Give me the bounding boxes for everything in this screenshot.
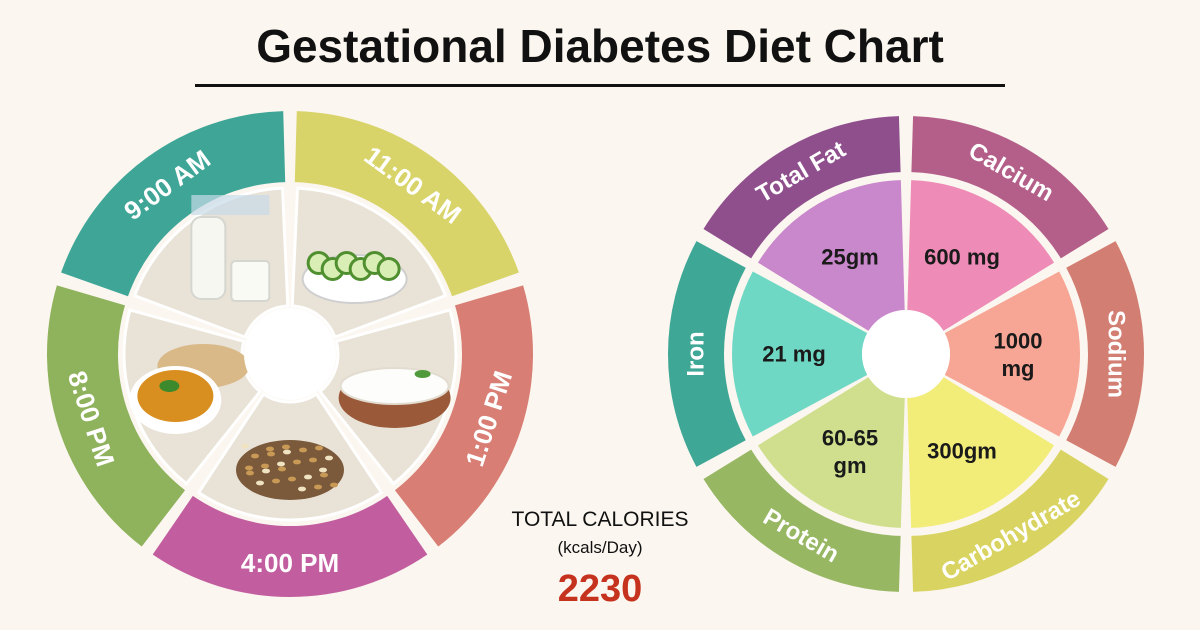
total-calories-label: TOTAL CALORIES [511, 508, 689, 531]
nutrient-name-label: Iron [683, 331, 710, 376]
meal-time-segment [394, 285, 533, 547]
meal-time-segment [46, 285, 186, 547]
title-underline [195, 84, 1005, 87]
nutrient-ring-segment [1066, 241, 1144, 467]
page-title: Gestational Diabetes Diet Chart [256, 20, 944, 72]
nutrient-value-label: 1000 mg [994, 329, 1043, 382]
meal-time-wheel: 11:00 AM1:00 PM4:00 PM8:00 PM9:00 AM [46, 111, 533, 597]
yogurt-bowl-icon [317, 308, 458, 486]
nutrient-value-label: 21 mg [762, 342, 826, 367]
nutrient-value-label: 60-65 gm [822, 425, 878, 478]
calories-unit: (kcals/Day) [557, 538, 643, 557]
nutrient-ring-segment [703, 116, 901, 259]
meal-wheel-center [244, 308, 336, 400]
meal-time-segment [61, 111, 286, 297]
nutrient-ring-segment [911, 116, 1109, 259]
meal-time-label: 4:00 PM [241, 548, 339, 578]
nutrient-value-segment [907, 377, 1055, 528]
nutrient-value-segment [732, 271, 868, 437]
nutrient-value-label: 25gm [821, 245, 878, 270]
nutrient-wheel-center [862, 310, 950, 398]
milk-icon [132, 186, 290, 340]
nutrient-ring-segment [911, 449, 1109, 592]
calories-value: 2230 [557, 568, 643, 610]
nutrient-value-label: 600 mg [924, 245, 1000, 270]
sprouts-icon [196, 391, 384, 522]
nutrient-ring-segment [703, 449, 901, 592]
nutrient-ring-segment [668, 241, 746, 467]
meal-time-segment [152, 495, 428, 597]
nutrient-name-label: Sodium [1103, 310, 1130, 398]
dal-and-roti-icon [122, 308, 263, 486]
cucumber-salad-icon [290, 186, 448, 340]
nutrient-value-label: 300gm [927, 439, 997, 464]
nutrient-value-segment [907, 180, 1055, 331]
nutrient-value-segment [757, 377, 905, 528]
nutrient-value-segment [944, 271, 1080, 437]
nutrient-value-segment [757, 180, 905, 331]
meal-time-segment [294, 111, 519, 297]
